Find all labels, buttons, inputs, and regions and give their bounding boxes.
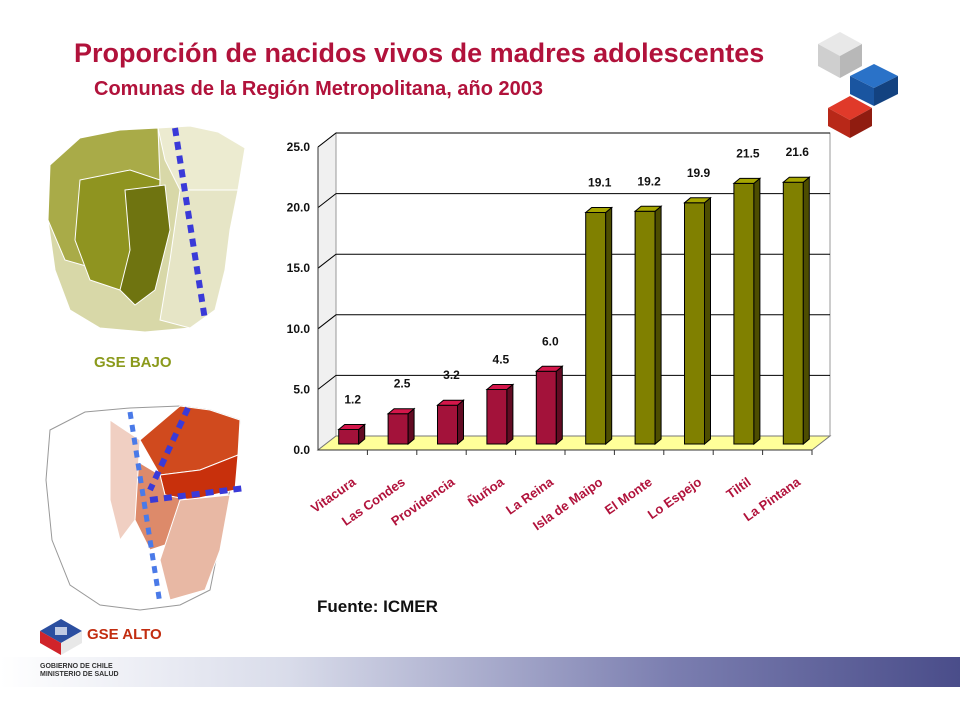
bar-top <box>633 205 663 212</box>
bar-side <box>555 365 563 446</box>
data-label: 3.2 <box>443 368 460 382</box>
bar <box>535 370 557 445</box>
data-label: 19.2 <box>637 174 661 188</box>
bar <box>782 181 804 445</box>
data-label: 21.6 <box>786 145 810 159</box>
gse-alto-label: GSE ALTO <box>87 626 162 643</box>
map-gse-bajo <box>47 125 246 333</box>
bar-side <box>753 177 761 446</box>
bar-top <box>732 177 762 184</box>
bar-side <box>704 196 711 446</box>
y-tick-label: 20.0 <box>287 201 311 215</box>
bar-top <box>534 365 564 372</box>
bar-top <box>337 423 367 430</box>
bar-chart: 0.05.010.015.020.025.01.2Vitacura2.5Las … <box>287 131 832 533</box>
bar <box>486 388 508 445</box>
bar-top <box>584 207 614 214</box>
data-label: 4.5 <box>493 352 510 366</box>
bar <box>585 212 607 445</box>
gridline <box>317 193 830 208</box>
bar-top <box>386 408 416 415</box>
bar-side <box>506 383 514 446</box>
bar-side <box>605 206 613 446</box>
decorative-cubes-logo <box>818 32 898 138</box>
x-category-label: Lo Espejo <box>645 474 705 522</box>
data-label: 1.2 <box>344 392 361 406</box>
page-title: Proporción de nacidos vivos de madres ad… <box>74 38 765 68</box>
data-label: 19.9 <box>687 166 711 180</box>
bar-side <box>802 176 810 446</box>
gridline <box>317 132 830 148</box>
bar-top <box>485 383 515 390</box>
org-line-2: MINISTERIO DE SALUD <box>40 671 119 678</box>
y-tick-label: 0.0 <box>293 443 310 457</box>
gridline <box>317 314 830 330</box>
y-tick-label: 25.0 <box>287 140 311 154</box>
y-tick-label: 15.0 <box>287 261 311 275</box>
y-tick-label: 10.0 <box>287 322 311 336</box>
data-label: 19.1 <box>588 176 612 190</box>
gridline <box>317 374 830 390</box>
x-category-label: Tiltil <box>723 474 753 501</box>
bar <box>338 428 360 445</box>
y-tick-label: 5.0 <box>293 382 310 396</box>
x-category-label: Ñuñoa <box>465 474 507 510</box>
data-label: 21.5 <box>736 146 760 160</box>
org-line-1: GOBIERNO DE CHILE <box>40 663 113 670</box>
map-gse-alto <box>45 405 246 611</box>
bar-top <box>436 399 465 406</box>
data-label: 2.5 <box>394 377 411 391</box>
bar <box>733 182 755 445</box>
gridline <box>317 253 830 269</box>
plot-side-wall <box>317 131 337 452</box>
bar-top <box>781 176 811 183</box>
footer-gradient-bar <box>0 657 960 687</box>
source-note: Fuente: ICMER <box>317 597 438 616</box>
gse-bajo-label: GSE BAJO <box>94 354 172 371</box>
government-logo <box>40 619 82 655</box>
page-subtitle: Comunas de la Región Metropolitana, año … <box>94 78 543 100</box>
bar <box>684 202 705 445</box>
x-category-label: La Pintana <box>741 474 804 524</box>
bar <box>634 210 656 445</box>
government-text: GOBIERNO DE CHILE MINISTERIO DE SALUD <box>40 663 119 679</box>
bar <box>437 404 458 445</box>
bar-side <box>654 205 662 446</box>
bar <box>387 413 409 445</box>
bar-side <box>407 407 415 446</box>
data-label: 6.0 <box>542 334 559 348</box>
bar-top <box>683 197 712 204</box>
bar-side <box>457 399 464 446</box>
